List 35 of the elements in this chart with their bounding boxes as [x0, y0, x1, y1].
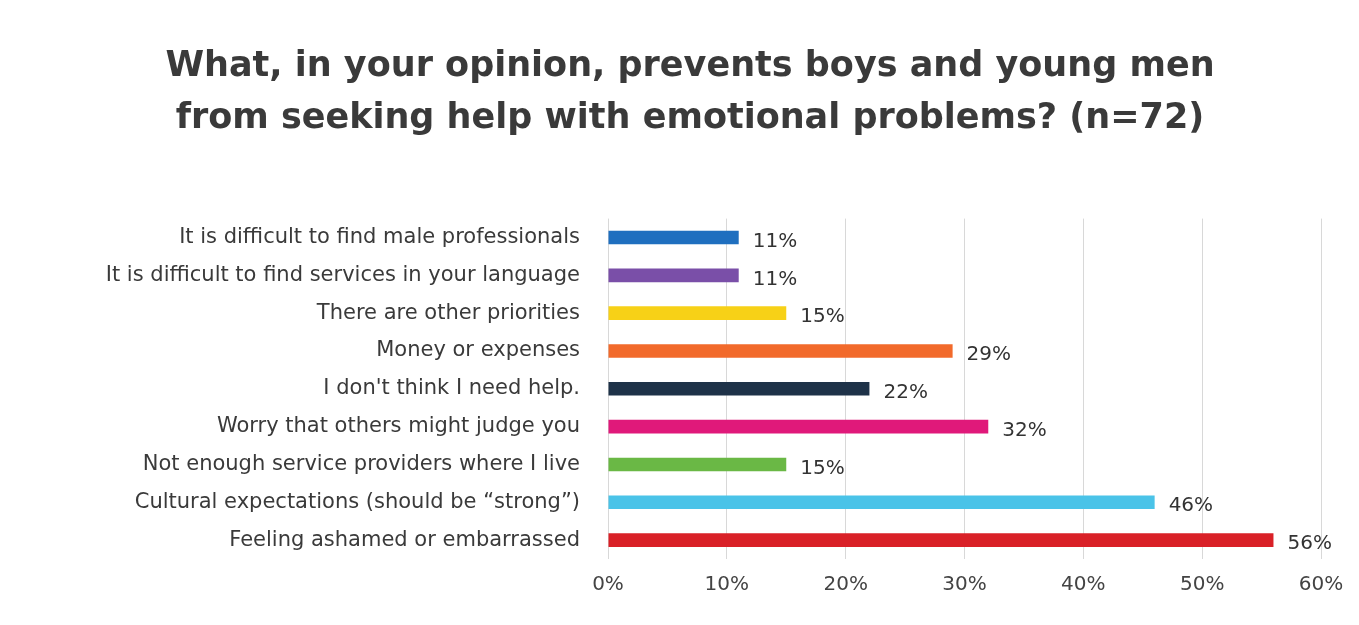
x-tick-label: 60% — [1298, 571, 1344, 596]
bar — [608, 457, 787, 472]
x-tick-label: 30% — [942, 571, 987, 596]
bar — [608, 381, 870, 396]
y-tick-label: Worry that others might judge you — [216, 413, 580, 438]
y-tick-label: It is difficult to find male professionals — [179, 223, 580, 248]
data-label: 32% — [1002, 416, 1047, 441]
chart-title: What, in your opinion, prevents boys and young men from seeking help with emotional problems? (n=72) — [164, 43, 1216, 138]
y-tick-label: Money or expenses — [376, 337, 580, 362]
bar — [608, 419, 989, 434]
y-tick-label: It is difficult to find services in your language — [105, 261, 580, 286]
data-label: 11% — [752, 265, 798, 290]
x-tick-label: 40% — [1061, 571, 1106, 596]
y-tick-label: Not enough service providers where I live — [142, 450, 580, 475]
data-label: 46% — [1168, 492, 1214, 517]
data-label: 56% — [1287, 530, 1332, 555]
data-label: 29% — [966, 341, 1012, 366]
x-tick-label: 50% — [1179, 571, 1225, 596]
bar — [608, 495, 1155, 510]
bar — [608, 344, 953, 358]
y-tick-label: I don't think I need help. — [323, 375, 580, 400]
y-tick-label: Feeling ashamed or embarrassed — [229, 526, 580, 551]
x-tick-label: 10% — [704, 571, 750, 596]
data-label: 15% — [800, 454, 845, 479]
data-label: 22% — [883, 379, 928, 403]
data-label: 11% — [752, 227, 798, 252]
y-tick-label: Cultural expectations (should be “strong”) — [134, 488, 580, 513]
bar — [608, 306, 787, 320]
bar — [608, 268, 739, 283]
bar — [608, 533, 1274, 547]
x-tick-label: 0% — [592, 571, 624, 596]
data-label: 15% — [800, 303, 845, 328]
bar — [608, 230, 739, 245]
x-tick-label: 20% — [823, 571, 868, 596]
y-tick-label: There are other priorities — [315, 299, 580, 324]
